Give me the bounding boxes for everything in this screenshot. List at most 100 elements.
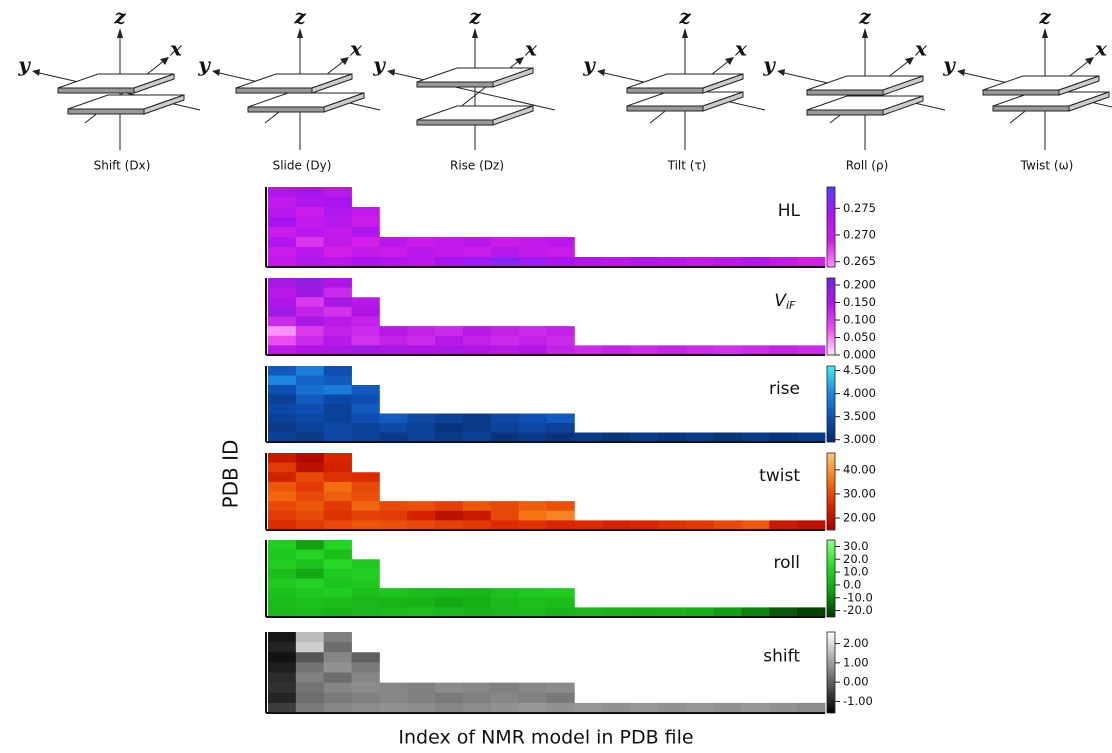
heat-cell: [351, 297, 380, 308]
axis-letter: z: [858, 5, 871, 29]
heat-cell: [268, 632, 297, 643]
plate-edge: [247, 106, 325, 113]
plate-side: [133, 73, 175, 94]
heat-cell: [490, 423, 520, 433]
heat-cell: [435, 326, 464, 337]
heat-cell: [268, 237, 297, 248]
heat-cell: [268, 453, 297, 464]
heat-cell: [295, 462, 325, 473]
panel-label: V: [774, 291, 787, 311]
colorbar-tick-label: 40.00: [843, 462, 876, 476]
heat-cell: [546, 335, 575, 346]
heat-cell: [295, 257, 325, 268]
heat-cell: [462, 257, 492, 268]
heat-cell: [323, 247, 352, 258]
diagram-label: Slide (Dy): [273, 159, 332, 173]
heat-cell: [323, 597, 352, 608]
heat-cell: [379, 510, 408, 521]
heat-cell: [295, 578, 325, 589]
heat-cell: [295, 306, 325, 317]
heat-cell: [407, 692, 436, 704]
heat-cell: [546, 501, 575, 512]
heat-cell: [490, 510, 520, 521]
arrow: [160, 57, 169, 65]
heat-cell: [323, 227, 352, 238]
heat-cell: [407, 588, 436, 599]
axis-letter: x: [1094, 37, 1108, 61]
heat-cell: [268, 481, 297, 492]
heat-cell: [379, 702, 408, 714]
diagram-label: Tilt (τ): [667, 159, 707, 173]
heat-cell: [323, 335, 352, 346]
heat-cell: [351, 472, 380, 483]
colorbar-tick-label: 0.275: [843, 201, 876, 215]
heat-cell: [769, 432, 798, 443]
heat-cell: [435, 413, 464, 424]
heat-cell: [268, 597, 297, 608]
heat-cell: [295, 588, 325, 599]
colorbar-tick-label: 0.270: [843, 228, 876, 242]
heat-cell: [295, 692, 325, 704]
arrow: [515, 57, 524, 65]
heat-cell: [407, 510, 436, 521]
heat-cell: [295, 607, 325, 618]
colorbar-tick-label: 3.000: [843, 432, 876, 446]
heat-cell: [546, 247, 575, 258]
heat-cell: [323, 672, 352, 684]
heat-cell: [351, 520, 380, 531]
heat-cell: [323, 404, 352, 414]
heat-cell: [630, 432, 659, 443]
heat-cell: [351, 326, 380, 337]
heat-cell: [295, 375, 325, 386]
heat-cell: [295, 642, 325, 653]
heat-cell: [657, 607, 687, 618]
heat-cell: [462, 510, 492, 521]
heat-cell: [435, 345, 464, 356]
plate-edge: [67, 108, 145, 115]
heat-cell: [351, 413, 380, 424]
heat-cell: [713, 432, 742, 443]
heat-cell: [295, 316, 325, 327]
heat-cell: [323, 316, 352, 327]
colorbar-tick-label: 0.265: [843, 254, 876, 268]
heat-cell: [630, 520, 659, 531]
heat-cell: [295, 632, 325, 643]
colorbar-tick-label: 4.500: [843, 363, 876, 377]
heat-cell: [323, 692, 352, 704]
heat-cell: [490, 413, 520, 424]
heat-cell: [435, 335, 464, 346]
arrow: [297, 28, 303, 38]
heat-cell: [574, 257, 603, 268]
heat-cell: [323, 491, 352, 502]
plate-side: [311, 73, 353, 94]
heat-cell: [685, 520, 714, 531]
plate-side: [143, 94, 185, 115]
heat-cell: [490, 501, 520, 512]
axis-letter: y: [582, 53, 596, 77]
heat-cell: [657, 345, 687, 356]
heat-cell: [462, 237, 492, 248]
colorbar-tick-label: -10.0: [843, 590, 873, 604]
heat-cell: [268, 672, 297, 684]
axis-letter: z: [468, 5, 481, 29]
heat-cell: [518, 335, 547, 346]
heat-cell: [490, 588, 520, 599]
heat-cell: [797, 607, 826, 618]
heat-cell: [407, 702, 436, 714]
heat-cell: [546, 423, 575, 433]
heat-cell: [351, 316, 380, 327]
heat-cell: [713, 257, 742, 268]
heat-cell: [379, 520, 408, 531]
heat-cell: [295, 404, 325, 414]
panel-label: rise: [769, 379, 800, 399]
heat-cell: [407, 501, 436, 512]
heat-cell: [268, 227, 297, 238]
heat-cell: [295, 366, 325, 376]
heat-cell: [462, 520, 492, 531]
heat-cell: [462, 588, 492, 599]
heat-cell: [295, 335, 325, 346]
heat-cell: [323, 385, 352, 395]
heat-cell: [462, 247, 492, 258]
arrow: [957, 69, 965, 76]
heat-cell: [351, 559, 380, 570]
